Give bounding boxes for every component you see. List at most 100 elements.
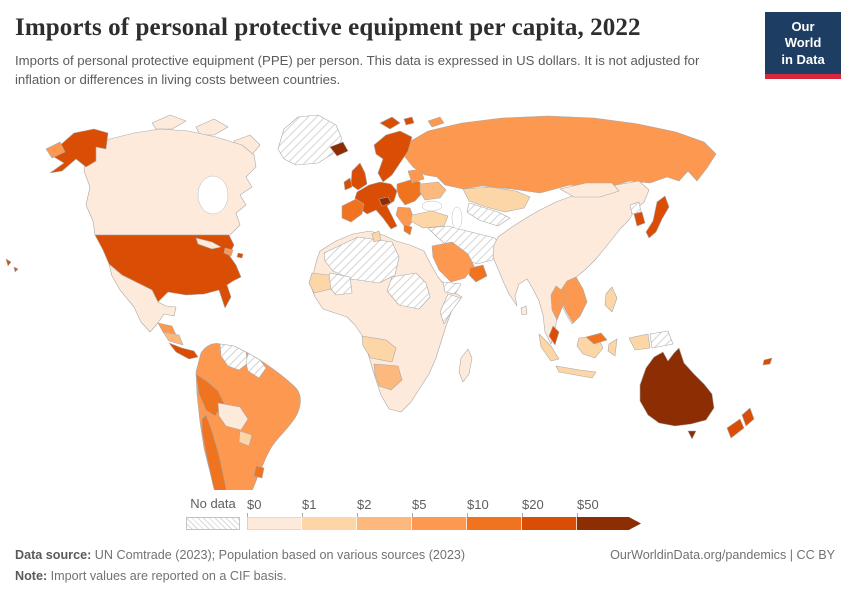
- legend-bin-$0–$1[interactable]: [247, 517, 302, 530]
- country-central-asia[interactable]: Turkmenistan and Uzbekistan: [466, 202, 511, 227]
- legend-no-data-swatch[interactable]: [186, 517, 240, 530]
- country-honduras-nicaragua[interactable]: Honduras and Nicaragua: [162, 331, 184, 346]
- country-arctic-islands[interactable]: Canadian Arctic islands: [151, 114, 187, 130]
- owid-logo[interactable]: Our World in Data: [765, 12, 841, 79]
- country-paraguay[interactable]: Paraguay: [238, 430, 253, 447]
- legend-bin-$1–$2[interactable]: [302, 517, 357, 530]
- footer-note-text: Import values are reported on a CIF basi…: [47, 569, 287, 584]
- country-namibia-botswana[interactable]: Namibia and Botswana: [373, 363, 403, 391]
- legend-tick-label: $5: [412, 497, 427, 512]
- footer-source-text: UN Comtrade (2023); Population based on …: [91, 548, 466, 562]
- country-venezuela[interactable]: Venezuela: [219, 343, 249, 371]
- country-greenland[interactable]: Greenland: [277, 114, 343, 166]
- footer-note-label: Note:: [15, 569, 48, 584]
- world-map-svg: Greenland Canadian Arctic islands Canadi…: [5, 114, 773, 529]
- legend-bin-$2–$5[interactable]: [357, 517, 412, 530]
- footer-source-label: Data source:: [15, 548, 92, 562]
- legend-tick: [522, 513, 523, 517]
- country-hawaii[interactable]: Hawaii (United States): [13, 266, 19, 273]
- country-cuba[interactable]: Cuba: [195, 237, 222, 250]
- country-indonesia[interactable]: Indonesia: [538, 333, 560, 362]
- legend-bin-$10–$20[interactable]: [467, 517, 522, 530]
- country-south-korea[interactable]: South Korea: [633, 211, 646, 227]
- legend-tick: [302, 513, 303, 517]
- country-new-zealand[interactable]: New Zealand: [726, 418, 745, 439]
- country-western-europe[interactable]: France, Germany and Italy: [354, 181, 398, 230]
- country-malaysia-borneo[interactable]: Malaysia (Borneo): [585, 332, 608, 345]
- country-russia-chukotka[interactable]: Russia (Chukotka): [45, 141, 66, 159]
- country-puerto-rico[interactable]: Puerto Rico: [236, 252, 244, 259]
- country-scandinavia[interactable]: Norway, Sweden and Finland: [373, 130, 413, 183]
- footer-note: Note: Import values are reported on a CI…: [15, 567, 287, 585]
- country-arctic-islands[interactable]: Canadian Arctic islands: [195, 118, 229, 136]
- country-saudi-arabia[interactable]: Saudi Arabia: [431, 241, 475, 283]
- country-guyanas[interactable]: Guyana and Suriname: [245, 352, 267, 379]
- footer-link[interactable]: OurWorldinData.org/pandemics | CC BY: [610, 548, 835, 562]
- country-vietnam-laos[interactable]: Vietnam and Laos: [560, 276, 588, 324]
- page-title: Imports of personal protective equipment…: [15, 14, 641, 41]
- legend-tick-label: $50: [577, 497, 599, 512]
- legend-bin-$5–$10[interactable]: [412, 517, 467, 530]
- country-novaya-zemlya[interactable]: Novaya Zemlya (Russia): [427, 116, 445, 128]
- country-hawaii[interactable]: Hawaii (United States): [5, 258, 12, 267]
- country-turkey[interactable]: Turkey: [410, 210, 449, 229]
- country-ukraine[interactable]: Ukraine: [419, 181, 447, 201]
- country-sri-lanka[interactable]: Sri Lanka: [520, 305, 528, 316]
- country-mongolia[interactable]: Mongolia: [559, 182, 620, 198]
- country-bolivia[interactable]: Bolivia: [217, 402, 249, 431]
- legend-tick: [467, 513, 468, 517]
- country-yemen[interactable]: Yemen: [442, 281, 462, 295]
- country-chad-sudan[interactable]: Chad and Sudan: [386, 272, 431, 310]
- country-uruguay[interactable]: Uruguay: [253, 465, 265, 479]
- legend-tick: [357, 513, 358, 517]
- country-hispaniola[interactable]: Dominican Republic and Haiti: [223, 247, 234, 257]
- country-svalbard[interactable]: Svalbard (Norway): [403, 116, 415, 126]
- legend-tick: [247, 513, 248, 517]
- country-belarus-baltics[interactable]: Belarus and Baltic states: [407, 168, 425, 184]
- country-costa-rica-panama[interactable]: Costa Rica and Panama: [168, 342, 199, 360]
- country-ireland[interactable]: Ireland: [343, 177, 353, 191]
- country-papua-new-guinea[interactable]: Papua New Guinea: [649, 330, 674, 349]
- country-papua-indonesia[interactable]: Papua (Indonesia): [628, 333, 651, 351]
- country-madagascar[interactable]: Madagascar: [458, 348, 473, 383]
- legend-bin->$50[interactable]: [577, 517, 641, 530]
- country-mexico[interactable]: Mexico: [108, 263, 177, 333]
- page-footer: Data source: UN Comtrade (2023); Populat…: [15, 546, 835, 586]
- country-united-kingdom[interactable]: United Kingdom: [350, 162, 368, 191]
- legend-bin-$20–$50[interactable]: [522, 517, 577, 530]
- country-indonesia[interactable]: Indonesia: [555, 365, 597, 379]
- owid-logo-line2: in Data: [781, 51, 825, 67]
- country-somalia[interactable]: Somalia: [439, 293, 462, 325]
- country-svalbard[interactable]: Svalbard (Norway): [379, 116, 401, 130]
- footer-source: Data source: UN Comtrade (2023); Populat…: [15, 546, 465, 564]
- black-sea: [421, 200, 443, 212]
- country-philippines[interactable]: Philippines: [604, 286, 618, 313]
- country-mauritania-senegal[interactable]: Mauritania and Senegal: [308, 272, 332, 294]
- country-fiji[interactable]: Fiji: [762, 357, 773, 366]
- country-kazakhstan[interactable]: Kazakhstan: [462, 186, 531, 213]
- owid-logo-stripe: [765, 73, 841, 79]
- country-iceland[interactable]: Iceland: [329, 141, 349, 157]
- country-australia[interactable]: Australia: [639, 347, 715, 427]
- country-japan[interactable]: Japan: [645, 195, 670, 239]
- legend-tick-label: $10: [467, 497, 489, 512]
- legend-tick: [577, 513, 578, 517]
- country-new-zealand[interactable]: New Zealand: [741, 407, 755, 427]
- country-tasmania[interactable]: Tasmania (Australia): [687, 430, 697, 440]
- country-russia[interactable]: Russia: [403, 115, 717, 194]
- country-angola-zambia[interactable]: Angola and Zambia: [361, 335, 397, 363]
- country-thailand[interactable]: Thailand: [550, 285, 567, 321]
- hudson-bay: [197, 175, 229, 215]
- country-alpine[interactable]: Switzerland and Austria: [378, 196, 392, 207]
- country-uae-oman[interactable]: United Arab Emirates and Oman: [468, 264, 488, 283]
- country-tunisia[interactable]: Tunisia: [371, 230, 382, 243]
- country-greece[interactable]: Greece: [403, 224, 413, 236]
- country-canada[interactable]: Canada: [83, 128, 257, 236]
- country-malaysia[interactable]: Malaysia (peninsular): [548, 325, 560, 346]
- page-subtitle: Imports of personal protective equipment…: [15, 53, 700, 88]
- legend-tick: [412, 513, 413, 517]
- country-iberia[interactable]: Spain and Portugal: [341, 198, 365, 223]
- country-indonesia[interactable]: Indonesia: [607, 338, 618, 357]
- country-eastern-europe[interactable]: Poland and Central Europe: [396, 179, 424, 206]
- legend-tick-label: $0: [247, 497, 262, 512]
